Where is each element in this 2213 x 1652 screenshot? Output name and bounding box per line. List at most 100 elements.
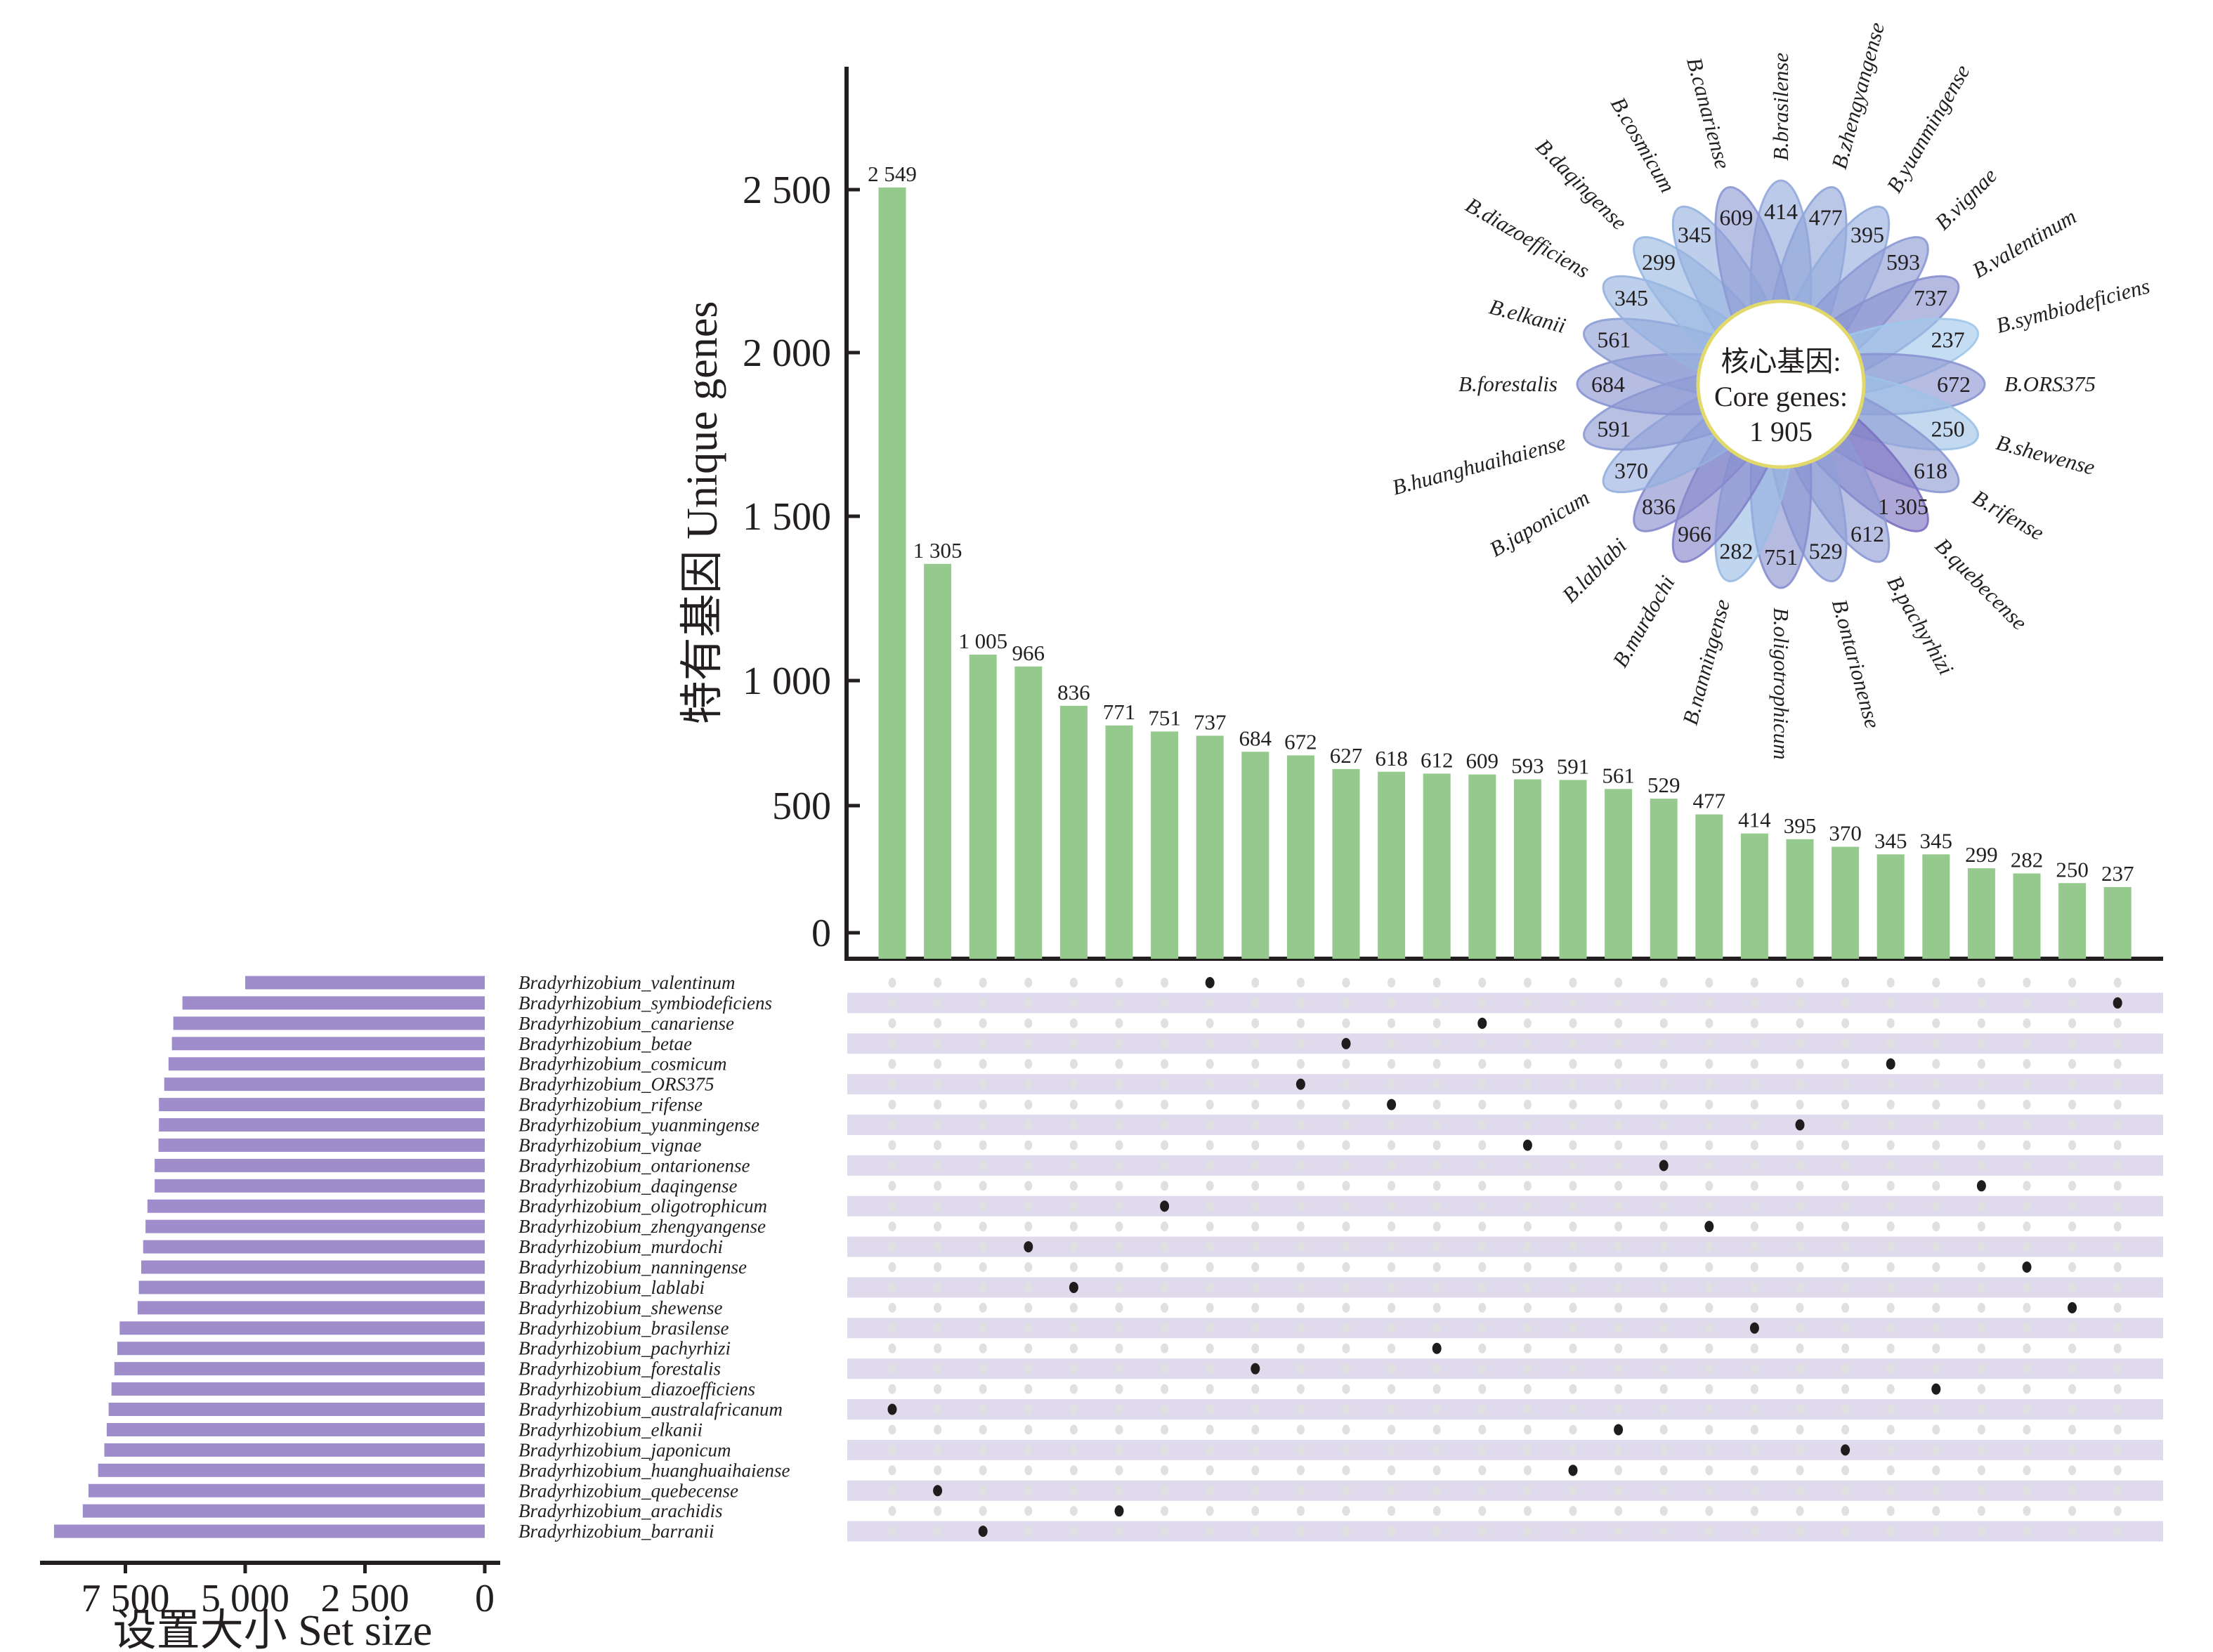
- matrix-dot-inactive: [1523, 1302, 1532, 1313]
- matrix-dot-inactive: [1024, 1018, 1033, 1028]
- matrix-dot-inactive: [1206, 1242, 1214, 1252]
- core-label-en: Core genes:: [1714, 381, 1848, 412]
- matrix-dot-active: [1749, 1322, 1759, 1334]
- matrix-dot-inactive: [1705, 1486, 1713, 1496]
- matrix-dot-active: [1976, 1180, 1986, 1192]
- flower-petal-label: B.lablabi: [1557, 533, 1631, 608]
- matrix-dot-inactive: [1024, 1424, 1033, 1435]
- matrix-stripe: [847, 1399, 2163, 1420]
- matrix-dot-inactive: [1659, 1262, 1668, 1273]
- flower-petal-value: 561: [1597, 327, 1631, 352]
- set-size-bar: [155, 1179, 485, 1193]
- set-label: Bradyrhizobium_symbiodeficiens: [518, 992, 772, 1014]
- matrix-dot-inactive: [1796, 1038, 1804, 1049]
- matrix-dot-inactive: [1251, 1120, 1260, 1130]
- matrix-dot-inactive: [2023, 1079, 2031, 1089]
- intersection-bar-label: 771: [1103, 700, 1136, 724]
- matrix-dot-inactive: [979, 1140, 987, 1150]
- matrix-dot-inactive: [1161, 1099, 1169, 1110]
- matrix-dot-inactive: [2113, 1140, 2122, 1150]
- matrix-dot-inactive: [888, 1038, 896, 1049]
- matrix-dot-inactive: [1841, 1302, 1850, 1313]
- matrix-dot-inactive: [1388, 1282, 1396, 1292]
- set-label: Bradyrhizobium_vignae: [518, 1134, 701, 1155]
- flower-petal-value: 1 305: [1878, 494, 1928, 519]
- matrix-dot-inactive: [1750, 1242, 1758, 1252]
- matrix-dot-inactive: [2113, 1018, 2122, 1028]
- matrix-dot-inactive: [1115, 978, 1123, 988]
- matrix-dot-inactive: [2113, 1038, 2122, 1049]
- matrix-dot-inactive: [1977, 978, 1985, 988]
- matrix-dot-inactive: [1841, 1038, 1850, 1049]
- matrix-dot-inactive: [1432, 1120, 1441, 1130]
- matrix-dot-inactive: [888, 1384, 896, 1394]
- matrix-dot-inactive: [1296, 1018, 1305, 1028]
- matrix-dot-inactive: [1432, 1181, 1441, 1191]
- matrix-dot-inactive: [1251, 1038, 1260, 1049]
- matrix-dot-inactive: [1886, 978, 1895, 988]
- matrix-dot-inactive: [2068, 1099, 2077, 1110]
- matrix-dot-inactive: [1886, 1160, 1895, 1171]
- set-size-bar: [98, 1463, 485, 1477]
- matrix-dot-inactive: [1024, 1486, 1033, 1496]
- matrix-stripe: [847, 992, 2163, 1014]
- set-size-tick-label: 0: [475, 1577, 495, 1620]
- matrix-dot-inactive: [2023, 1526, 2031, 1537]
- set-size-bar: [182, 996, 485, 1010]
- matrix-dot-inactive: [934, 1526, 942, 1537]
- matrix-dot-inactive: [1932, 1262, 1940, 1273]
- matrix-dot-inactive: [2068, 1282, 2077, 1292]
- matrix-dot-inactive: [2068, 1404, 2077, 1415]
- matrix-dot-inactive: [1115, 1384, 1123, 1394]
- flower-petal-value: 737: [1914, 285, 1947, 310]
- matrix-dot-inactive: [2023, 1120, 2031, 1130]
- matrix-dot-inactive: [2023, 1018, 2031, 1028]
- matrix-dot-inactive: [1705, 1120, 1713, 1130]
- matrix-dot-inactive: [1024, 978, 1033, 988]
- matrix-dot-inactive: [1796, 1262, 1804, 1273]
- matrix-dot-inactive: [979, 1445, 987, 1455]
- matrix-dot-inactive: [1614, 1302, 1623, 1313]
- matrix-dot-inactive: [1796, 1526, 1804, 1537]
- matrix-dot-inactive: [1705, 1242, 1713, 1252]
- matrix-dot-inactive: [1251, 997, 1260, 1008]
- intersection-bar: [2013, 873, 2041, 959]
- matrix-dot-inactive: [1432, 1018, 1441, 1028]
- matrix-dot-inactive: [1342, 1181, 1350, 1191]
- matrix-dot-inactive: [934, 1506, 942, 1516]
- set-label: Bradyrhizobium_elkanii: [518, 1419, 703, 1440]
- matrix-dot-inactive: [1115, 1058, 1123, 1069]
- flower-petal-label: B.vignae: [1930, 163, 2002, 235]
- matrix-dot-active: [1160, 1200, 1170, 1212]
- matrix-dot-inactive: [1659, 1018, 1668, 1028]
- matrix-dot-inactive: [2023, 1201, 2031, 1212]
- flower-petal-value: 751: [1764, 544, 1798, 570]
- matrix-dot-inactive: [1659, 1506, 1668, 1516]
- set-label: Bradyrhizobium_brasilense: [518, 1318, 729, 1339]
- matrix-dot-inactive: [1478, 1242, 1487, 1252]
- matrix-dot-inactive: [1705, 1140, 1713, 1150]
- matrix-dot-inactive: [1659, 1242, 1668, 1252]
- matrix-dot-inactive: [1342, 1302, 1350, 1313]
- matrix-dot-inactive: [934, 1282, 942, 1292]
- set-size-bar: [111, 1382, 485, 1396]
- matrix-dot-inactive: [1614, 1079, 1623, 1089]
- matrix-dot-inactive: [1705, 1363, 1713, 1374]
- matrix-dot-inactive: [1841, 1242, 1850, 1252]
- matrix-dot-inactive: [1069, 1384, 1078, 1394]
- matrix-dot-inactive: [934, 1363, 942, 1374]
- set-label: Bradyrhizobium_forestalis: [518, 1358, 721, 1379]
- matrix-dot-inactive: [2113, 1282, 2122, 1292]
- set-size-bar: [155, 1158, 485, 1172]
- matrix-dot-inactive: [1841, 1526, 1850, 1537]
- matrix-dot-inactive: [2023, 1038, 2031, 1049]
- matrix-dot-inactive: [1296, 1181, 1305, 1191]
- set-label: Bradyrhizobium_yuanmingense: [518, 1115, 759, 1136]
- flower-petal-value: 612: [1850, 521, 1884, 546]
- intersection-bar: [1332, 768, 1360, 959]
- matrix-dot-inactive: [888, 1424, 896, 1435]
- matrix-dot-inactive: [1841, 1404, 1850, 1415]
- matrix-dot-inactive: [1932, 1099, 1940, 1110]
- flower-petal-label: B.nanningense: [1678, 596, 1735, 727]
